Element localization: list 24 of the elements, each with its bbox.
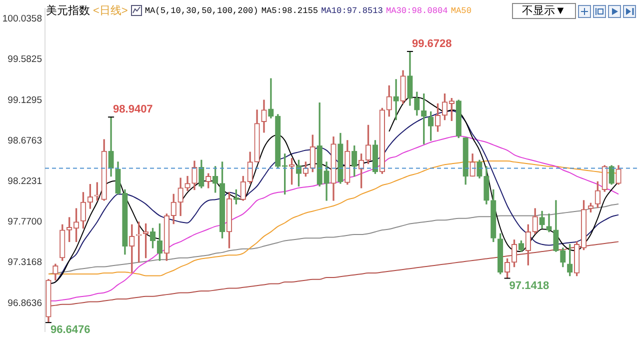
candlestick xyxy=(393,79,399,120)
line-series xyxy=(48,204,620,274)
y-tick-label: 97.7700 xyxy=(8,216,42,228)
text: MA5:98.2155 xyxy=(261,6,318,16)
annotation: 99.6728 xyxy=(412,38,452,50)
text: MA30:98.0804 xyxy=(386,6,448,16)
y-tick-label: 98.2231 xyxy=(8,176,42,187)
y-tick-label: 97.3168 xyxy=(8,257,42,268)
y-tick-label: 99.1295 xyxy=(8,94,42,106)
chart-subtitle: <日线> xyxy=(93,4,128,18)
y-tick-label: 96.8636 xyxy=(8,298,42,309)
candlestick xyxy=(268,78,274,118)
annotation: 97.1418 xyxy=(509,280,550,292)
y-tick-label: 99.5825 xyxy=(8,54,42,66)
chart-title: 美元指数 xyxy=(46,4,90,18)
annotation: 不显示▼ xyxy=(512,3,576,19)
annotation: 96.6476 xyxy=(50,324,90,336)
text: MA50 xyxy=(450,6,472,16)
y-tick-label: 100.0358 xyxy=(2,14,42,25)
text: MA10:97.8513 xyxy=(321,6,383,16)
y-tick-label: 98.6763 xyxy=(8,135,42,146)
annotation: MA(5,10,30,50,100,200) xyxy=(144,6,258,16)
candlestick xyxy=(546,214,552,232)
annotation: 98.9407 xyxy=(113,104,153,116)
